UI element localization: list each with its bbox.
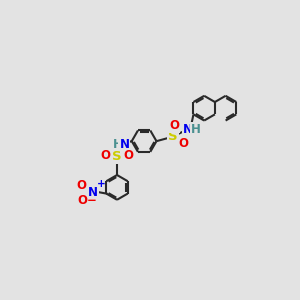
Text: H: H [113, 138, 122, 151]
Text: N: N [88, 186, 98, 199]
Text: N: N [119, 138, 129, 151]
Text: O: O [78, 194, 88, 207]
Text: H: H [191, 124, 201, 136]
Text: O: O [77, 179, 87, 192]
Text: −: − [87, 194, 97, 208]
Text: S: S [112, 150, 122, 163]
Text: N: N [183, 123, 193, 136]
Text: O: O [178, 137, 188, 150]
Text: O: O [169, 119, 179, 132]
Text: O: O [123, 149, 133, 162]
Text: +: + [97, 179, 106, 189]
Text: O: O [101, 149, 111, 162]
Text: S: S [168, 130, 178, 143]
